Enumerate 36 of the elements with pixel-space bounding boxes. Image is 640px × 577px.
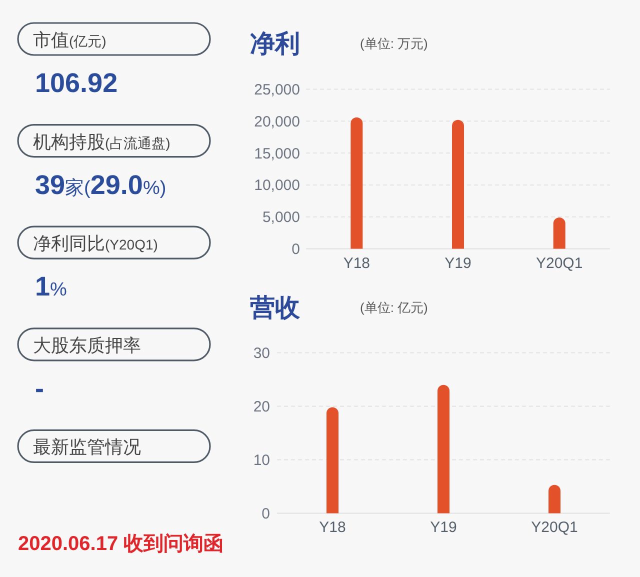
y-tick-label: 0: [292, 240, 300, 258]
category-label: 净利同比(Y20Q1): [33, 234, 158, 254]
y-tick-label: 10,000: [254, 177, 300, 194]
text: 2020.06.17 收到问询函: [18, 533, 224, 555]
category-label: 最新监管情况: [33, 437, 141, 458]
x-tick-label: Y20Q1: [536, 255, 583, 272]
x-tick-label: Y20Q1: [531, 519, 578, 536]
bar: [452, 120, 464, 249]
text: 106.92: [35, 68, 118, 98]
category-label: 大股东质押率: [33, 335, 141, 356]
x-tick-label: Y19: [444, 255, 472, 272]
y-tick-label: 25,000: [254, 82, 300, 99]
bar: [326, 407, 338, 514]
x-tick-label: Y18: [319, 519, 346, 536]
chart-subtitle: (单位: 万元): [360, 36, 428, 51]
bar: [438, 384, 450, 514]
y-tick-label: 15,000: [254, 145, 300, 162]
category-label: 机构持股(占流通盘): [33, 132, 170, 152]
chart-title: 净利: [250, 30, 300, 58]
chart-title: 营收: [249, 294, 301, 322]
y-tick-label: 30: [253, 344, 270, 362]
bar: [350, 117, 363, 249]
y-tick-label: 20,000: [254, 113, 300, 130]
bar: [553, 217, 566, 249]
chart-subtitle: (单位: 亿元): [360, 300, 428, 315]
bar: [548, 484, 560, 514]
y-tick-label: 10: [253, 452, 270, 470]
category-label: 市值(亿元): [33, 30, 106, 50]
text: 39家(29.0%): [35, 170, 166, 200]
y-tick-label: 5,000: [262, 209, 300, 226]
x-tick-label: Y19: [430, 519, 457, 536]
y-tick-label: 20: [253, 398, 270, 416]
y-tick-label: 0: [262, 506, 270, 523]
text: -: [35, 373, 44, 404]
text: 1%: [35, 272, 67, 302]
x-tick-label: Y18: [343, 255, 370, 272]
